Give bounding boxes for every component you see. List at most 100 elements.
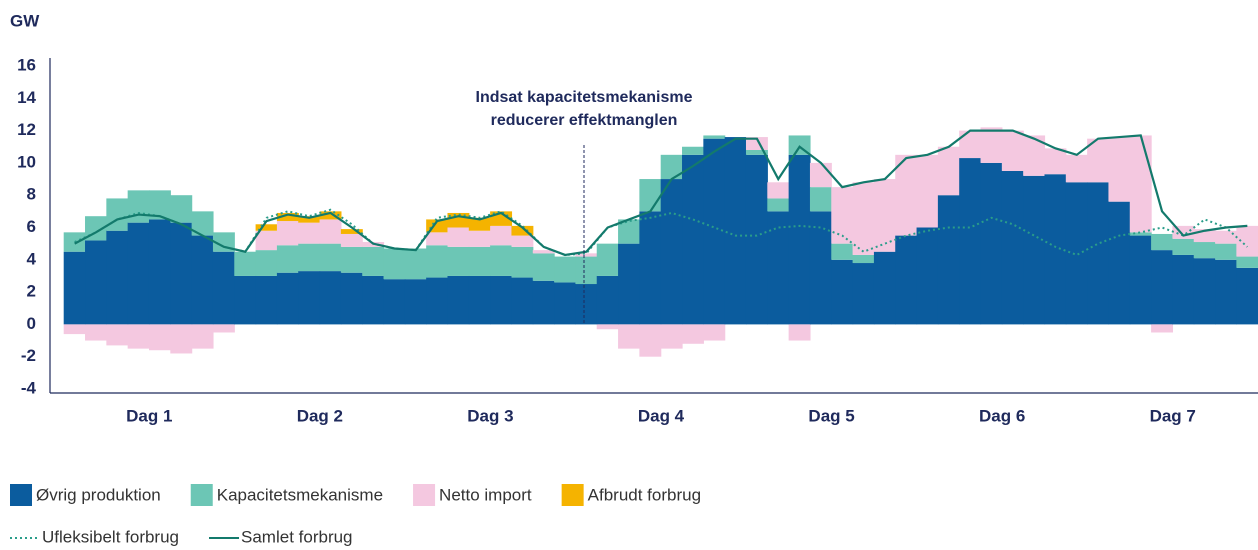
area-step [575, 253, 598, 257]
area-step [511, 235, 534, 247]
area-step [511, 225, 534, 236]
area-step [596, 243, 619, 276]
area-step [703, 324, 726, 341]
area-step [234, 275, 257, 325]
area-step [554, 256, 577, 283]
area-step [873, 251, 896, 325]
area-step [340, 233, 363, 247]
area-step [660, 154, 683, 180]
x-tick-label: Dag 7 [1150, 406, 1196, 425]
area-step [490, 275, 513, 325]
area-step [532, 250, 555, 254]
area-step [1065, 182, 1088, 325]
area-step [575, 284, 598, 325]
area-step [340, 272, 363, 325]
area-step [1044, 174, 1067, 325]
area-step [468, 275, 491, 325]
area-step [937, 195, 960, 325]
area-step [639, 324, 662, 357]
area-step [639, 179, 662, 212]
area-step [575, 256, 598, 285]
area-step [1151, 324, 1174, 333]
area-step [1129, 135, 1152, 233]
area-step [298, 243, 321, 272]
legend-swatch [561, 484, 584, 506]
area-step [745, 154, 768, 325]
y-tick-label: 12 [17, 120, 36, 139]
area-step [170, 324, 193, 354]
area-step [1236, 225, 1258, 257]
area-step [532, 280, 555, 325]
area-step [852, 254, 875, 264]
area-step [809, 211, 832, 325]
x-tick-label: Dag 2 [297, 406, 343, 425]
area-step [682, 146, 704, 155]
area-step [767, 182, 790, 199]
area-step [1087, 182, 1110, 325]
line [74, 129, 1248, 257]
area-step [191, 324, 214, 349]
area-step [511, 246, 534, 278]
area-step [831, 259, 854, 325]
area-step [618, 219, 640, 244]
area-step [319, 211, 342, 220]
area-step [148, 190, 171, 220]
area-step [63, 251, 86, 325]
area-step [703, 138, 726, 325]
x-tick-label: Dag 1 [126, 406, 172, 425]
area-step [426, 245, 449, 278]
area-step [447, 275, 470, 325]
y-tick-label: 8 [27, 185, 36, 204]
area-step [85, 240, 107, 325]
legend-swatch [10, 484, 32, 506]
area-step [895, 154, 918, 236]
y-unit: GW [10, 11, 40, 30]
area-step [554, 282, 577, 325]
area-step [959, 130, 982, 159]
area-step [1172, 254, 1195, 325]
area-step [490, 245, 513, 276]
area-step [1172, 238, 1195, 255]
legend-swatch [190, 484, 213, 506]
area-step [1151, 233, 1174, 251]
area-step [298, 216, 321, 223]
y-tick-label: -4 [21, 378, 37, 397]
area-step [276, 245, 299, 273]
area-step [255, 224, 278, 231]
area-step [276, 221, 299, 246]
area-step [319, 243, 342, 272]
area-step [703, 135, 726, 139]
area-step [170, 222, 193, 325]
area-step [618, 324, 640, 349]
area-step [127, 324, 150, 349]
area-step [788, 324, 811, 341]
area-step [831, 243, 854, 260]
area-step [937, 146, 960, 196]
legend-label: Afbrudt forbrug [588, 485, 701, 504]
legend-label: Øvrig produktion [36, 485, 161, 504]
area-step [745, 149, 768, 155]
area-step [1193, 242, 1216, 259]
area-step [255, 230, 278, 251]
area-step [1236, 256, 1258, 268]
area-step [1023, 135, 1046, 176]
area-step [809, 162, 832, 188]
area-step [788, 154, 811, 325]
area-step [852, 182, 875, 255]
area-step [340, 246, 363, 273]
area-step [959, 158, 982, 325]
area-step [298, 271, 321, 325]
area-step [212, 232, 235, 252]
plot-area [63, 127, 1258, 357]
area-step [1023, 175, 1046, 325]
annotation: Indsat kapacitetsmekanisme [476, 89, 693, 106]
area-step [1236, 267, 1258, 325]
legend-label: Kapacitetsmekanisme [217, 485, 383, 504]
area-step [1044, 148, 1067, 175]
y-tick-label: 10 [17, 152, 36, 171]
area-step [916, 154, 939, 228]
x-tick-label: Dag 6 [979, 406, 1025, 425]
area-step [276, 212, 299, 222]
area-step [63, 324, 86, 335]
